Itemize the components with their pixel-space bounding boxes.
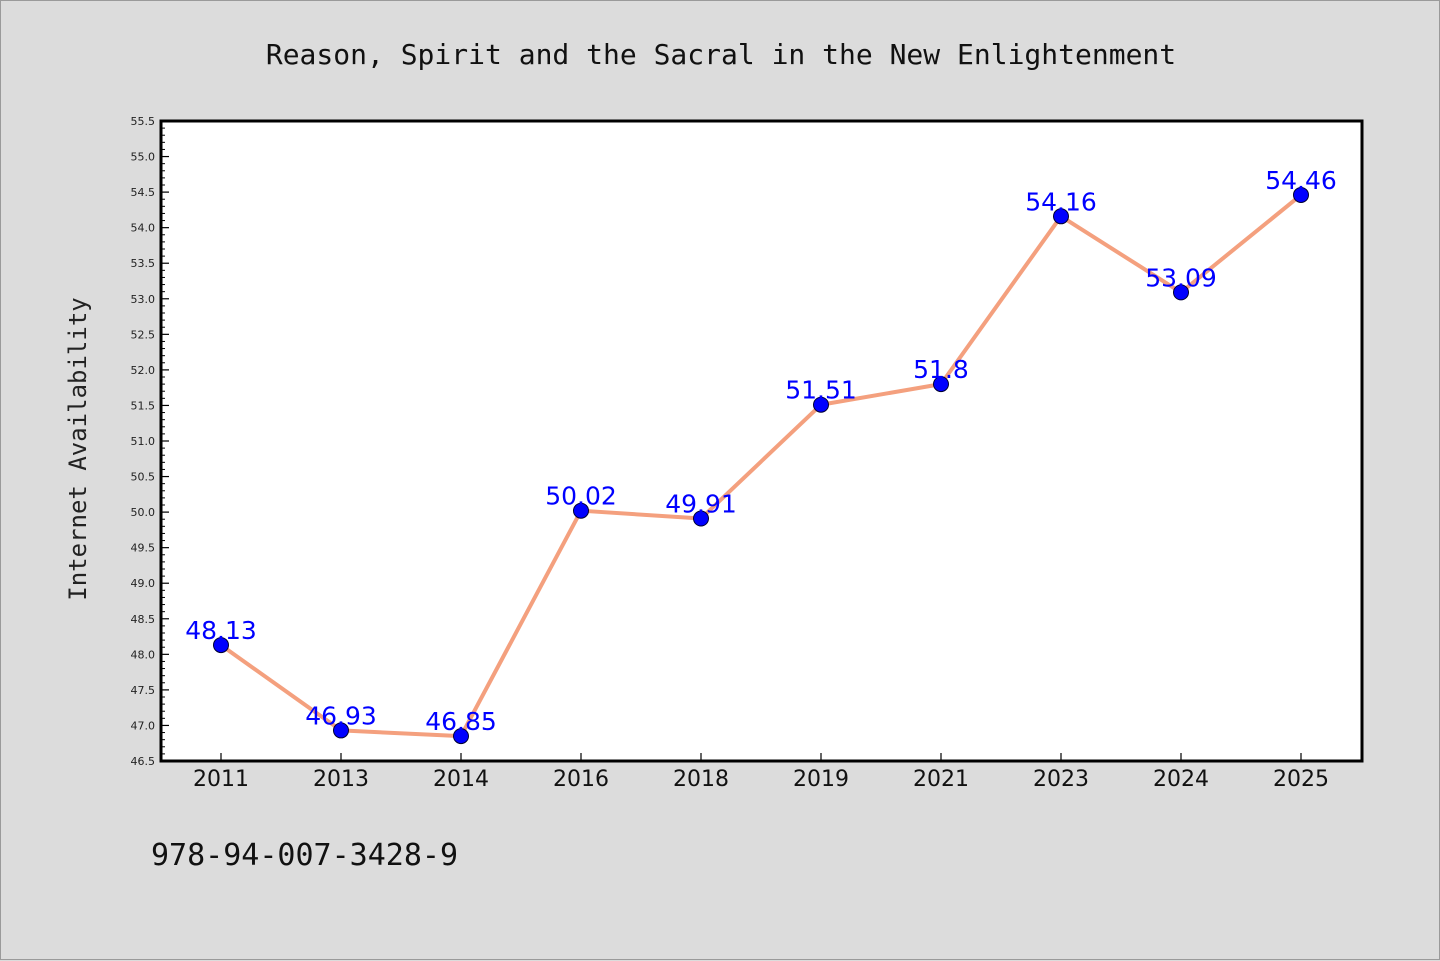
y-tick-label: 53.0: [131, 293, 156, 306]
chart-title: Reason, Spirit and the Sacral in the New…: [266, 38, 1176, 71]
data-point: [1173, 284, 1189, 301]
data-point: [1053, 208, 1069, 225]
x-tick-label: 2014: [433, 767, 489, 792]
y-axis: 46.5 47.0 47.5 48.0 48.5 49.0 49.5 50.0 50.5 51.0…: [131, 115, 169, 768]
y-tick-label: 49.0: [131, 577, 156, 590]
y-tick-label: 49.5: [131, 542, 156, 555]
data-point: [813, 396, 829, 413]
x-tick-label: 2013: [313, 767, 369, 792]
series-line: [219, 192, 1303, 739]
data-point: [933, 376, 949, 393]
y-tick-label: 46.5: [131, 755, 156, 768]
data-point: [453, 728, 469, 745]
data-point: [573, 502, 589, 519]
y-tick-label: 53.5: [131, 257, 156, 270]
y-tick-label: 51.0: [131, 435, 156, 448]
x-tick-label: 2024: [1153, 767, 1209, 792]
x-tick-label: 2019: [793, 767, 849, 792]
y-tick-label: 50.0: [131, 506, 156, 519]
data-label: 46.85: [425, 707, 497, 736]
data-label: 48.13: [185, 616, 257, 645]
x-axis: 2011 2013 2014 2016 2018 2019 2021 2023 2024 2025: [193, 753, 1329, 792]
data-label: 51.8: [913, 355, 969, 384]
series-polyline: [219, 192, 1303, 739]
isbn-footer: 978-94-007-3428-9: [151, 838, 458, 873]
x-tick-label: 2021: [913, 767, 969, 792]
y-tick-label: 50.5: [131, 471, 156, 484]
data-label: 54.16: [1025, 187, 1097, 216]
y-tick-label: 52.5: [131, 328, 156, 341]
x-tick-label: 2018: [673, 767, 729, 792]
y-tick-label: 54.5: [131, 186, 156, 199]
data-label: 49.91: [665, 490, 737, 519]
y-tick-label: 55.5: [131, 115, 156, 128]
data-point: [1293, 186, 1309, 203]
y-tick-label: 47.5: [131, 684, 156, 697]
x-tick-label: 2025: [1273, 767, 1329, 792]
data-label: 54.46: [1265, 166, 1337, 195]
y-tick-label: 48.5: [131, 613, 156, 626]
data-point: [693, 510, 709, 527]
y-tick-label: 47.0: [131, 719, 156, 732]
x-tick-label: 2023: [1033, 767, 1089, 792]
data-label: 53.09: [1145, 263, 1217, 292]
plot-area: [159, 119, 1364, 763]
data-labels: 48.13 46.93 46.85 50.02 49.91 51.51 51.8 54.16 5…: [185, 166, 1337, 736]
data-point: [213, 637, 229, 654]
y-tick-label: 48.0: [131, 648, 156, 661]
y-tick-label: 54.0: [131, 222, 156, 235]
y-tick-label: 55.0: [131, 151, 156, 164]
data-label: 46.93: [305, 701, 377, 730]
y-tick-label: 52.0: [131, 364, 156, 377]
x-tick-label: 2016: [553, 767, 609, 792]
data-label: 51.51: [785, 376, 857, 405]
series-points: [213, 186, 1309, 745]
x-tick-label: 2011: [193, 767, 249, 792]
y-tick-label: 51.5: [131, 399, 156, 412]
data-label: 50.02: [545, 482, 617, 511]
data-point: [333, 722, 349, 739]
y-axis-label: Internet Availability: [64, 297, 92, 600]
